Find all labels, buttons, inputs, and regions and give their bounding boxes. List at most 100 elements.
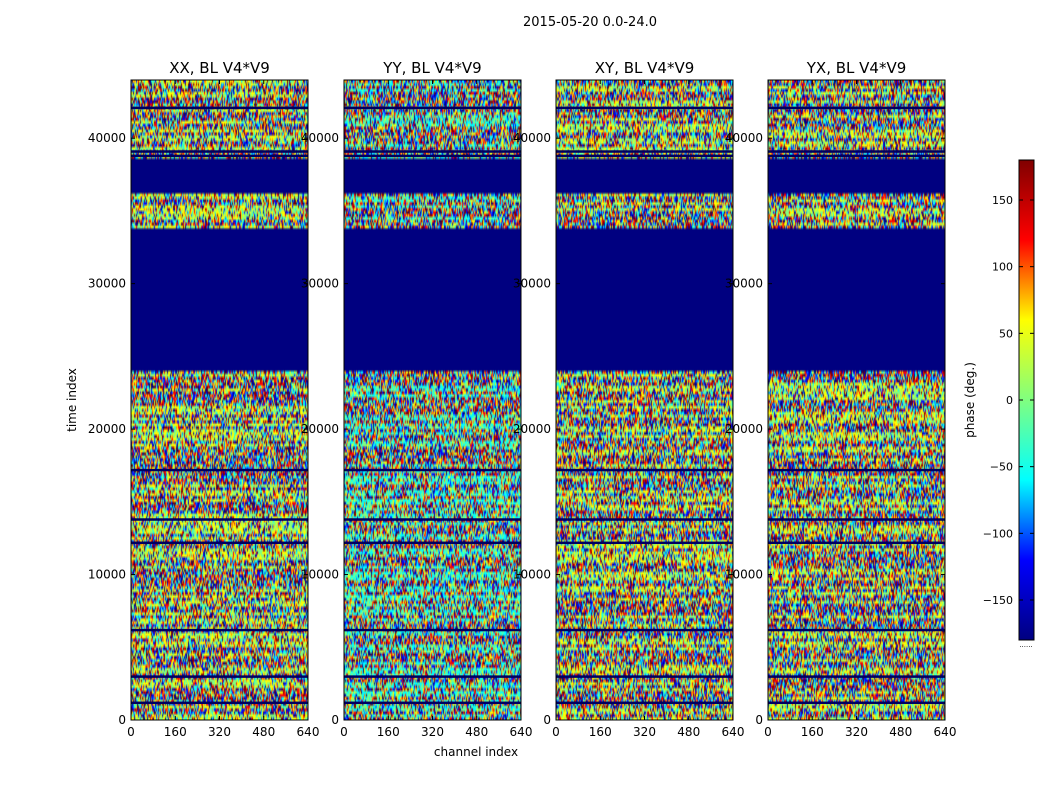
dark-time-line (768, 541, 945, 545)
y-tick-label: 10000 (88, 568, 126, 582)
dark-time-line (131, 150, 308, 153)
dark-time-line (556, 106, 733, 110)
panel-xy: XY, BL V4*V9 0 160 320 480 640 0 10000 20000 3000… (513, 59, 745, 739)
y-tick-label: 40000 (513, 131, 551, 145)
dark-time-line (131, 628, 308, 632)
panel-yx: YX, BL V4*V9 0 160 320 480 640 0 10000 20000 3000… (725, 59, 957, 739)
y-tick-label: 20000 (88, 422, 126, 436)
x-tick-label: 320 (845, 725, 868, 739)
colorbar: −150 −100 −50 0 50 100 150 phase (deg.) ...... (963, 159, 1035, 649)
y-tick-label: 40000 (301, 131, 339, 145)
colorbar-tick-label: 50 (999, 327, 1013, 340)
y-tick-label: 10000 (513, 568, 551, 582)
dark-time-line (344, 154, 521, 158)
x-tick-label: 480 (889, 725, 912, 739)
dark-time-line (344, 106, 521, 110)
x-tick-label: 0 (127, 725, 135, 739)
y-tick-label: 0 (755, 713, 763, 727)
colorbar-label: phase (deg.) (963, 362, 977, 438)
dark-time-line (768, 675, 945, 678)
y-tick-label: 20000 (513, 422, 551, 436)
x-tick-label: 160 (164, 725, 187, 739)
y-tick-label: 40000 (88, 131, 126, 145)
dark-time-line (131, 154, 308, 158)
colorbar-tick-label: 150 (992, 194, 1013, 207)
x-tick-label: 480 (465, 725, 488, 739)
x-tick-label: 480 (677, 725, 700, 739)
y-tick-label: 0 (118, 713, 126, 727)
colorbar-tick-label: −150 (983, 594, 1013, 607)
dark-time-line (131, 541, 308, 545)
dark-time-line (131, 675, 308, 678)
dark-time-line (768, 150, 945, 153)
x-tick-label: 320 (208, 725, 231, 739)
x-axis-label: channel index (434, 745, 518, 759)
y-tick-label: 30000 (301, 277, 339, 291)
dark-time-line (768, 628, 945, 632)
dark-time-line (556, 150, 733, 153)
dark-time-line (556, 541, 733, 545)
y-tick-label: 20000 (725, 422, 763, 436)
x-tick-label: 160 (377, 725, 400, 739)
panel-yy: YY, BL V4*V9 0 160 320 480 640 0 10000 20000 3000… (301, 59, 533, 739)
x-tick-label: 0 (340, 725, 348, 739)
dark-time-line (556, 468, 733, 472)
x-tick-label: 0 (552, 725, 560, 739)
x-tick-label: 480 (252, 725, 275, 739)
colorbar-tick-label: −50 (990, 461, 1013, 474)
colorbar-tick-label: 0 (1006, 394, 1013, 407)
y-tick-label: 0 (331, 713, 339, 727)
x-tick-label: 640 (510, 725, 533, 739)
y-tick-label: 10000 (725, 568, 763, 582)
dark-time-line (768, 154, 945, 158)
colorbar-tick-label: −100 (983, 527, 1013, 540)
panel-title: YX, BL V4*V9 (806, 59, 907, 77)
dark-time-line (131, 106, 308, 110)
colorbar-ticks: −150 −100 −50 0 50 100 150 (983, 194, 1034, 607)
dark-time-line (344, 701, 521, 705)
figure-title: 2015-05-20 0.0-24.0 (523, 15, 657, 30)
x-tick-label: 160 (801, 725, 824, 739)
panel-title: YY, BL V4*V9 (382, 59, 481, 77)
heatmap-image (556, 80, 733, 720)
dark-time-line (131, 468, 308, 472)
x-tick-label: 640 (722, 725, 745, 739)
dark-time-line (344, 628, 521, 632)
x-tick-label: 0 (764, 725, 772, 739)
dark-time-line (344, 675, 521, 678)
y-tick-label: 40000 (725, 131, 763, 145)
dark-time-line (344, 541, 521, 545)
y-tick-label: 10000 (301, 568, 339, 582)
dark-time-line (344, 468, 521, 472)
heatmap-image (768, 80, 945, 720)
colorbar-note: ...... (1019, 641, 1032, 649)
y-tick-label: 30000 (725, 277, 763, 291)
panel-title: XY, BL V4*V9 (595, 59, 695, 77)
dark-time-line (768, 106, 945, 110)
heatmap-image (344, 80, 521, 720)
dark-time-line (768, 468, 945, 472)
dark-time-line (556, 628, 733, 632)
x-tick-label: 320 (633, 725, 656, 739)
dark-time-line (556, 675, 733, 678)
dark-time-line (344, 150, 521, 153)
y-tick-label: 30000 (513, 277, 551, 291)
dark-time-line (768, 701, 945, 705)
y-tick-label: 0 (543, 713, 551, 727)
y-tick-label: 30000 (88, 277, 126, 291)
dark-time-line (768, 518, 945, 521)
panels: XX, BL V4*V9 0 160 320 480 640 0 10000 20000 3000… (88, 59, 957, 739)
dark-time-line (344, 518, 521, 521)
dark-time-line (131, 701, 308, 705)
colorbar-tick-label: 100 (992, 261, 1013, 274)
dark-time-line (556, 154, 733, 158)
heatmap-image (131, 80, 308, 720)
dark-time-line (556, 701, 733, 705)
x-tick-label: 640 (297, 725, 320, 739)
x-tick-label: 640 (934, 725, 957, 739)
x-tick-label: 320 (421, 725, 444, 739)
dark-time-line (556, 518, 733, 521)
y-tick-label: 20000 (301, 422, 339, 436)
panel-title: XX, BL V4*V9 (169, 59, 270, 77)
